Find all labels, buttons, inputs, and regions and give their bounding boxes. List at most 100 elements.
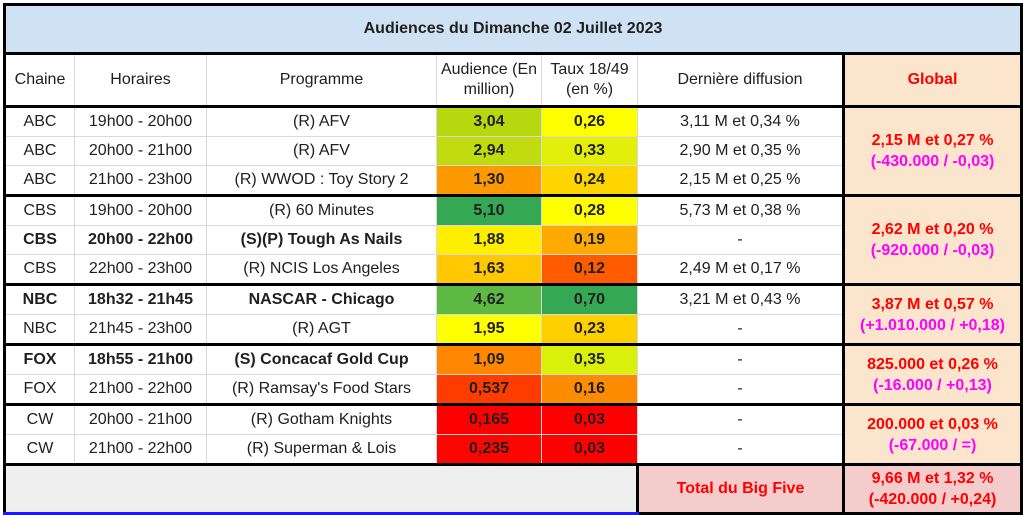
cell-chaine: CBS — [3, 254, 75, 285]
cell-horaires: 21h00 - 23h00 — [74, 165, 207, 196]
cell-chaine: CBS — [3, 194, 75, 226]
header-chaine: Chaine — [3, 53, 75, 107]
cell-programme: (R) Gotham Knights — [206, 403, 437, 435]
cell-audience: 1,88 — [436, 225, 542, 255]
cell-horaires: 19h00 - 20h00 — [74, 194, 207, 226]
cell-derniere-diffusion: - — [637, 374, 844, 405]
table-row: CW 21h00 - 22h00 (R) Superman & Lois 0,235 0… — [3, 434, 1022, 465]
cell-taux: 0,23 — [541, 314, 638, 345]
cell-taux: 0,24 — [541, 165, 638, 196]
table-row: CW 20h00 - 21h00 (R) Gotham Knights 0,165 0,… — [3, 403, 1023, 465]
table-row: ABC 19h00 - 20h00 (R) AFV 3,04 0,26 3,11 M et… — [3, 105, 1023, 196]
table-row: FOX 21h00 - 22h00 (R) Ramsay's Food Stars 0… — [3, 374, 1022, 405]
total-value: 9,66 M et 1,32 % (-420.000 / +0,24) — [841, 463, 1023, 515]
cell-taux: 0,70 — [541, 283, 638, 315]
cell-horaires: 20h00 - 21h00 — [74, 403, 207, 435]
header-row: Chaine Horaires Programme Audience (En m… — [3, 53, 1023, 107]
cell-derniere-diffusion: 5,73 M et 0,38 % — [637, 194, 844, 226]
cell-derniere-diffusion: - — [637, 343, 844, 375]
cell-derniere-diffusion: 2,90 M et 0,35 % — [637, 136, 844, 166]
cell-taux: 0,03 — [541, 434, 638, 465]
global-delta: (+1.010.000 / +0,18) — [860, 316, 1005, 334]
cell-derniere-diffusion: 2,15 M et 0,25 % — [637, 165, 844, 196]
table-row: FOX 18h55 - 21h00 (S) Concacaf Gold Cup 1,0… — [3, 343, 1023, 405]
total-label: Total du Big Five — [636, 463, 845, 515]
cell-programme: (S)(P) Tough As Nails — [206, 225, 437, 255]
cell-programme: (R) AGT — [206, 314, 437, 345]
total-row: Total du Big Five 9,66 M et 1,32 % (-420.0… — [3, 463, 1023, 515]
header-programme: Programme — [206, 53, 437, 107]
header-taux: Taux 18/49 (en %) — [541, 53, 638, 107]
cell-chaine: CW — [3, 434, 75, 465]
cell-taux: 0,16 — [541, 374, 638, 405]
total-empty-cell — [3, 463, 639, 515]
table-row: CBS 19h00 - 20h00 (R) 60 Minutes 5,10 0,28 5,… — [3, 194, 1023, 285]
cell-programme: (R) 60 Minutes — [206, 194, 437, 226]
header-audience: Audience (En million) — [436, 53, 542, 107]
cell-programme: NASCAR - Chicago — [206, 283, 437, 315]
cell-derniere-diffusion: - — [637, 225, 844, 255]
global-delta: (-16.000 / +0,13) — [873, 376, 992, 394]
cell-taux: 0,35 — [541, 343, 638, 375]
cell-derniere-diffusion: 3,11 M et 0,34 % — [637, 105, 844, 137]
cell-chaine: CW — [3, 403, 75, 435]
global-total: 3,87 M et 0,57 % — [871, 295, 994, 313]
header-derniere-diffusion: Dernière diffusion — [637, 53, 844, 107]
cell-audience: 5,10 — [436, 194, 542, 226]
table-row: ABC 20h00 - 21h00 (R) AFV 2,94 0,33 2,90 M et… — [3, 136, 1022, 166]
cell-horaires: 19h00 - 20h00 — [74, 105, 207, 137]
cell-audience: 1,30 — [436, 165, 542, 196]
global-cw: 200.000 et 0,03 % (-67.000 / =) — [841, 403, 1023, 465]
cell-chaine: NBC — [3, 314, 75, 345]
global-total: 2,62 M et 0,20 % — [871, 221, 994, 238]
cell-horaires: 21h00 - 22h00 — [74, 374, 207, 405]
global-total: 825.000 et 0,26 % — [867, 355, 998, 373]
cell-horaires: 21h45 - 23h00 — [74, 314, 207, 345]
global-nbc: 3,87 M et 0,57 % (+1.010.000 / +0,18) — [841, 283, 1023, 345]
cell-audience: 0,235 — [436, 434, 542, 465]
cell-chaine: FOX — [3, 343, 75, 375]
global-delta: (-430.000 / -0,03) — [870, 153, 995, 170]
cell-audience: 4,62 — [436, 283, 542, 315]
audience-table: Audiences du Dimanche 02 Juillet 2023 Ch… — [2, 3, 1023, 515]
cell-audience: 2,94 — [436, 136, 542, 166]
table-row: CBS 22h00 - 23h00 (R) NCIS Los Angeles 1,63… — [3, 254, 1022, 285]
global-delta: (-920.000 / -0,03) — [870, 242, 995, 259]
cell-audience: 1,95 — [436, 314, 542, 345]
cell-audience: 1,09 — [436, 343, 542, 375]
global-delta: (-67.000 / =) — [888, 436, 977, 454]
table-row: NBC 18h32 - 21h45 NASCAR - Chicago 4,62 0,70… — [3, 283, 1023, 345]
cell-horaires: 22h00 - 23h00 — [74, 254, 207, 285]
header-global: Global — [841, 53, 1023, 107]
global-cbs: 2,62 M et 0,20 % (-920.000 / -0,03) — [841, 194, 1023, 285]
table-row: CBS 20h00 - 22h00 (S)(P) Tough As Nails 1,8… — [3, 225, 1022, 255]
cell-chaine: CBS — [3, 225, 75, 255]
cell-taux: 0,28 — [541, 194, 638, 226]
total-delta: (-420.000 / +0,24) — [868, 491, 997, 508]
cell-programme: (R) NCIS Los Angeles — [206, 254, 437, 285]
cell-horaires: 21h00 - 22h00 — [74, 434, 207, 465]
table-row: ABC 21h00 - 23h00 (R) WWOD : Toy Story 2 1,… — [3, 165, 1022, 196]
cell-taux: 0,26 — [541, 105, 638, 137]
cell-audience: 1,63 — [436, 254, 542, 285]
cell-audience: 3,04 — [436, 105, 542, 137]
cell-programme: (R) AFV — [206, 105, 437, 137]
cell-programme: (S) Concacaf Gold Cup — [206, 343, 437, 375]
cell-chaine: ABC — [3, 165, 75, 196]
cell-derniere-diffusion: 3,21 M et 0,43 % — [637, 283, 844, 315]
cell-programme: (R) Ramsay's Food Stars — [206, 374, 437, 405]
cell-chaine: NBC — [3, 283, 75, 315]
cell-horaires: 18h32 - 21h45 — [74, 283, 207, 315]
cell-taux: 0,19 — [541, 225, 638, 255]
cell-programme: (R) Superman & Lois — [206, 434, 437, 465]
cell-taux: 0,12 — [541, 254, 638, 285]
cell-derniere-diffusion: 2,49 M et 0,17 % — [637, 254, 844, 285]
cell-programme: (R) AFV — [206, 136, 437, 166]
header-horaires: Horaires — [74, 53, 207, 107]
cell-programme: (R) WWOD : Toy Story 2 — [206, 165, 437, 196]
cell-chaine: ABC — [3, 105, 75, 137]
global-fox: 825.000 et 0,26 % (-16.000 / +0,13) — [841, 343, 1023, 405]
table-title: Audiences du Dimanche 02 Juillet 2023 — [2, 3, 1023, 55]
cell-horaires: 20h00 - 21h00 — [74, 136, 207, 166]
